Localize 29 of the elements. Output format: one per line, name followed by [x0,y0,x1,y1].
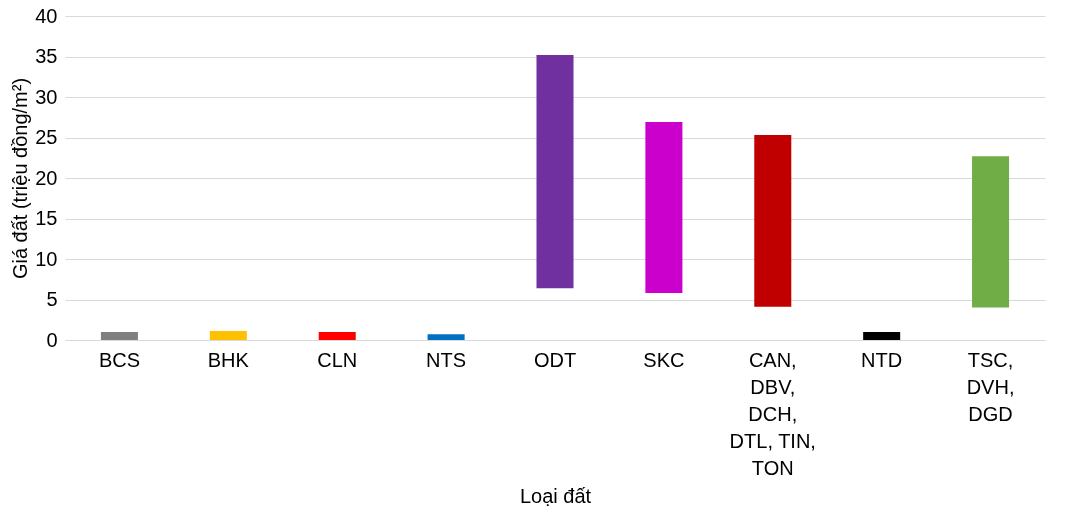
y-tick-label: 40 [35,4,58,27]
y-axis-title: Giá đất (triệu đồng/m²) [9,77,32,280]
x-tick-label: TSC, DVH, DGD [966,348,1015,425]
y-tick-label: 0 [46,328,58,351]
bar [209,331,247,340]
bar [100,331,138,340]
y-tick-label: 35 [35,45,58,67]
bar [318,331,356,340]
y-tick-label: 25 [35,126,58,148]
y-tick-label: 20 [35,166,58,189]
bar [754,135,792,307]
x-tick-label: BCS [98,348,141,371]
y-tick-label: 5 [46,288,58,310]
bar [863,331,901,340]
x-tick-label: CLN [317,348,358,371]
x-tick-label: BHK [207,348,250,371]
y-tick-label: 10 [35,247,58,270]
x-tick-label: NTS [426,348,467,371]
x-tick-label: ODT [533,348,577,371]
x-tick-label: SKC [643,348,685,371]
x-axis-title: Loại đất [519,484,592,507]
y-tick-label: 30 [35,85,58,108]
y-tick-label: 15 [35,207,58,229]
bar [536,54,574,289]
bar [427,334,465,340]
x-tick-label: NTD [861,348,903,371]
bar [972,156,1010,308]
bar [645,122,683,294]
x-tick-label: CAN, DBV, DCH, DTL, TIN, TON [729,348,816,479]
